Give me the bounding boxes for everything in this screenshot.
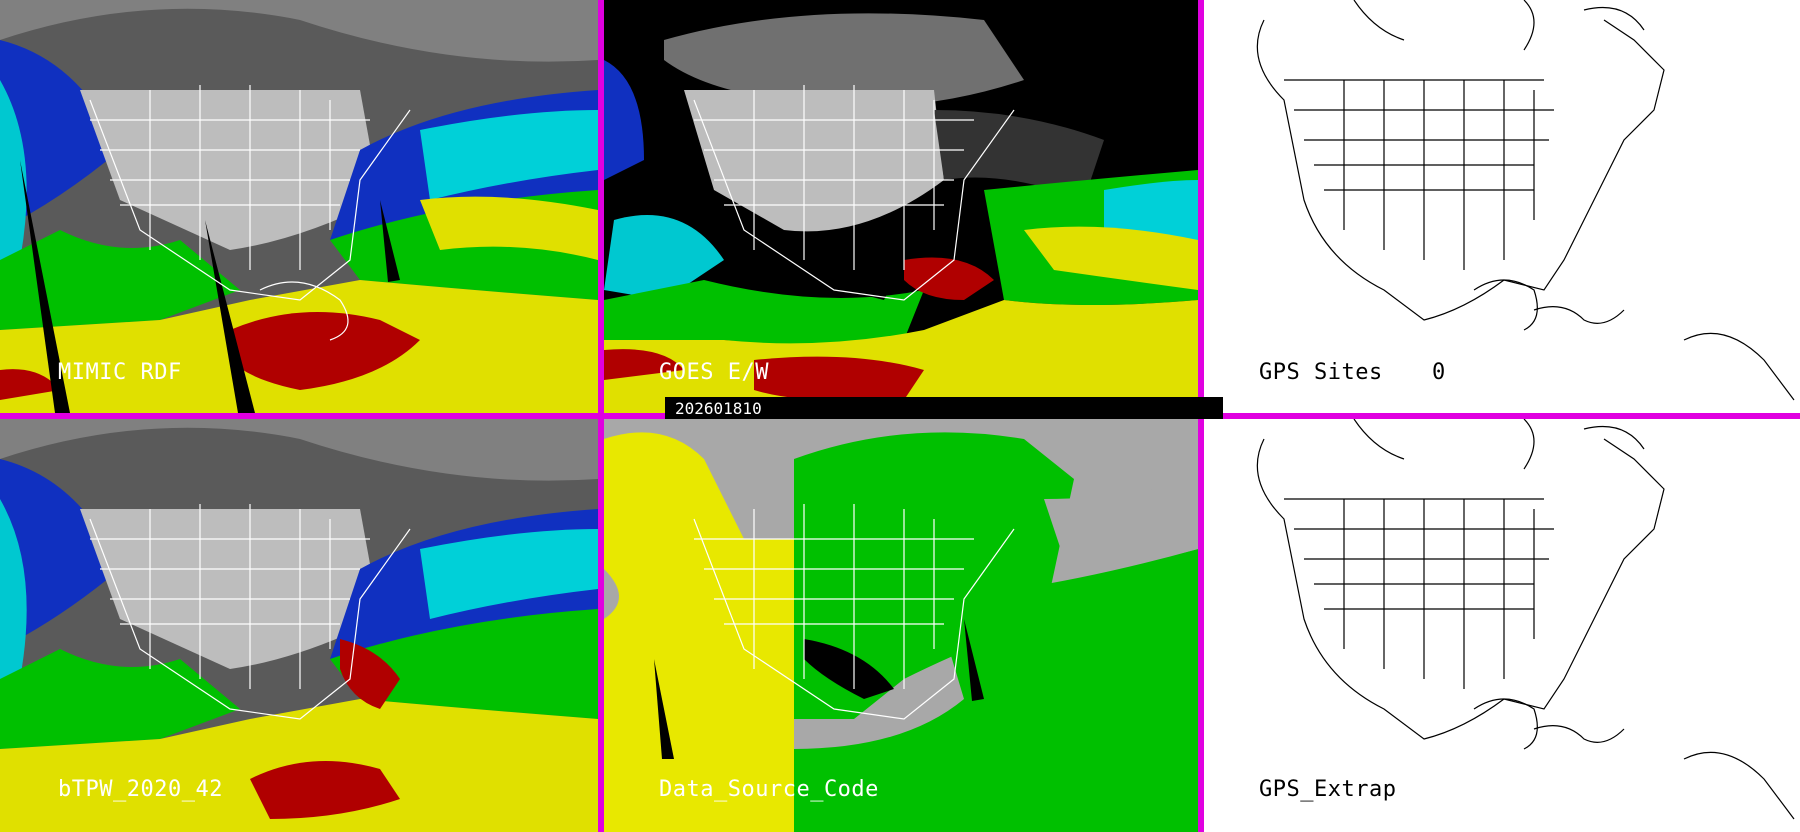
data-source-code-panel: Data_Source_Code <box>604 419 1198 832</box>
gps-extrap-label: GPS_Extrap <box>1259 777 1397 802</box>
mimic-rdf-map <box>0 0 598 413</box>
gps-sites-label: GPS Sites <box>1259 360 1383 385</box>
data-source-code-label: Data_Source_Code <box>659 777 879 802</box>
data-source-code-map <box>604 419 1198 832</box>
btpw-panel: bTPW_2020_42 <box>0 419 598 832</box>
mimic-rdf-panel: MIMIC RDF <box>0 0 598 413</box>
gps-extrap-map <box>1256 419 1795 820</box>
mimic-rdf-label: MIMIC RDF <box>58 360 182 385</box>
btpw-label: bTPW_2020_42 <box>58 777 223 802</box>
gps-extrap-panel: GPS_Extrap <box>1204 419 1800 832</box>
goes-ew-map <box>604 0 1198 413</box>
separator-vertical-left <box>598 0 604 832</box>
btpw-map <box>0 419 598 832</box>
goes-ew-label: GOES E/W <box>659 360 769 385</box>
timestamp-bar: 202601810 <box>665 397 1223 419</box>
gps-sites-count: 0 <box>1432 360 1446 385</box>
gps-sites-panel: GPS Sites 0 <box>1204 0 1800 413</box>
gps-sites-map <box>1256 0 1795 401</box>
goes-ew-panel: GOES E/W <box>604 0 1198 413</box>
